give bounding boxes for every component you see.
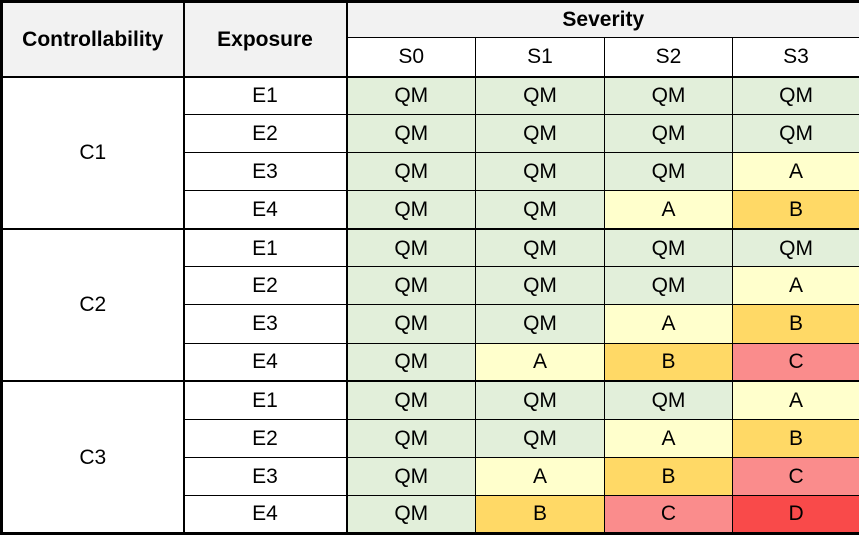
asil-cell: QM [604,75,733,116]
asil-cell: B [731,418,859,458]
table-row: E4 QM B C D [2,494,859,535]
header-row-severity: Controllability Exposure Severity [1,1,859,77]
asil-cell: QM [346,380,476,420]
asil-cell: D [731,494,859,535]
table-row: C2 E1 QM QM QM QM [1,228,859,382]
exposure-label: E2 [183,418,348,458]
asil-cell: QM [346,418,476,458]
asil-cell: B [604,456,733,496]
severity-level-s1: S1 [475,37,605,77]
asil-cell: QM [346,456,476,496]
asil-cell: QM [346,494,476,535]
asil-cell: QM [604,114,733,154]
controllability-group-c1: C1 E1 QM QM QM QM E2 QM QM QM QM E3 QM Q… [1,75,859,230]
exposure-label: E1 [183,380,348,420]
severity-level-s3: S3 [731,37,859,77]
exposure-label: E3 [183,304,348,344]
asil-cell: QM [604,228,733,268]
asil-cell: B [731,304,859,344]
exposure-header: Exposure [183,1,348,77]
asil-cell: B [475,494,605,535]
asil-cell: QM [731,114,859,154]
asil-cell: QM [604,266,733,306]
table-row: E4 QM A B C [2,342,859,382]
table-row: E4 QM QM A B [2,190,859,230]
asil-cell: QM [731,228,859,268]
asil-cell: QM [475,190,605,230]
controllability-label: C2 [1,228,185,382]
asil-cell: A [604,418,733,458]
asil-cell: QM [475,152,605,192]
asil-cell: QM [346,152,476,192]
exposure-label: E4 [183,190,348,230]
header-row-severity-levels: S0 S1 S2 S3 [2,37,859,77]
asil-cell: QM [475,380,605,420]
exposure-label: E3 [183,152,348,192]
asil-cell: QM [346,190,476,230]
severity-header: Severity [345,1,859,38]
table-header: Controllability Exposure Severity S0 S1 … [1,1,859,77]
asil-cell: A [731,266,859,306]
severity-level-s2: S2 [604,37,733,77]
controllability-label: C3 [1,380,185,535]
asil-cell: QM [604,152,733,192]
table-row: E3 QM A B C [2,456,859,496]
severity-level-s0: S0 [346,37,476,77]
asil-cell: C [731,342,859,382]
asil-cell: QM [475,266,605,306]
exposure-label: E4 [183,342,348,382]
asil-cell: A [475,342,605,382]
table-row: E2 QM QM A B [2,418,859,458]
table-row: E2 QM QM QM QM [2,114,859,154]
asil-cell: C [604,494,733,535]
asil-cell: B [604,342,733,382]
exposure-label: E2 [183,114,348,154]
exposure-label: E1 [183,228,348,268]
table-row: C1 E1 QM QM QM QM [1,75,859,230]
asil-cell: QM [475,228,605,268]
asil-cell: A [731,152,859,192]
asil-cell: QM [346,266,476,306]
asil-cell: A [475,456,605,496]
controllability-label: C1 [1,75,185,230]
asil-cell: QM [346,75,476,116]
exposure-label: E1 [183,75,348,116]
controllability-group-c3: C3 E1 QM QM QM A E2 QM QM A B E3 QM A B … [1,380,859,535]
asil-cell: A [731,380,859,420]
table-row: E3 QM QM A B [2,304,859,344]
asil-cell: QM [475,418,605,458]
asil-cell: C [731,456,859,496]
controllability-group-c2: C2 E1 QM QM QM QM E2 QM QM QM A E3 QM QM… [1,228,859,382]
table-row: E2 QM QM QM A [2,266,859,306]
controllability-header: Controllability [1,1,185,77]
asil-cell: QM [731,75,859,116]
asil-cell: QM [346,114,476,154]
asil-cell: A [604,190,733,230]
asil-cell: B [731,190,859,230]
asil-cell: QM [604,380,733,420]
asil-cell: QM [475,114,605,154]
asil-cell: QM [475,75,605,116]
asil-cell: QM [475,304,605,344]
table-row: C3 E1 QM QM QM A [1,380,859,535]
asil-cell: QM [346,304,476,344]
exposure-label: E4 [183,494,348,535]
asil-cell: A [604,304,733,344]
table-row: E3 QM QM QM A [2,152,859,192]
exposure-label: E3 [183,456,348,496]
asil-cell: QM [346,228,476,268]
exposure-label: E2 [183,266,348,306]
asil-cell: QM [346,342,476,382]
